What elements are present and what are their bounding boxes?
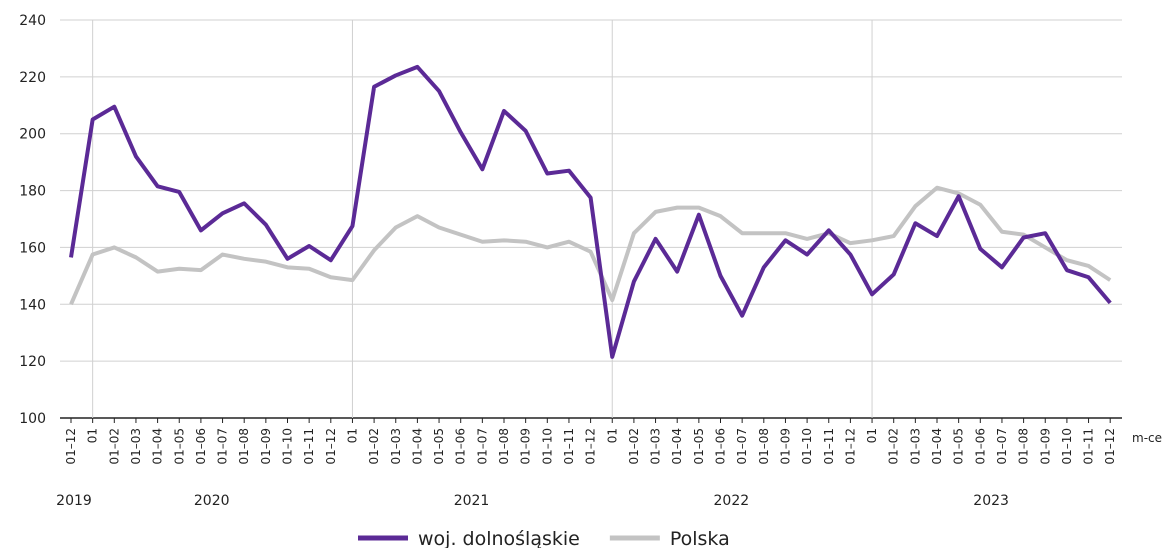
x-tick-label: 01–04	[670, 428, 684, 465]
y-tick-label: 240	[19, 13, 46, 29]
x-tick-label: 01–10	[281, 428, 295, 465]
x-tick-label: 01	[345, 428, 359, 443]
x-tick-label: 01–06	[454, 428, 468, 465]
x-tick-label: 01–12	[584, 428, 598, 465]
x-tick-label: 01–11	[562, 428, 576, 465]
x-tick-label: 01–09	[259, 428, 273, 465]
year-label: 2022	[714, 493, 750, 509]
x-tick-label: 01–03	[908, 428, 922, 465]
x-tick-label: 01–11	[1082, 428, 1096, 465]
legend-label: woj. dolnośląskie	[418, 528, 580, 548]
year-label: 2023	[973, 493, 1009, 509]
x-tick-label: 01–12	[1103, 428, 1117, 465]
x-tick-label: 01	[865, 428, 879, 443]
x-tick-label: 01–02	[627, 428, 641, 465]
x-tick-label: 01–10	[1060, 428, 1074, 465]
x-tick-label: 01–07	[216, 428, 230, 465]
x-tick-label: 01–09	[519, 428, 533, 465]
x-tick-label: 01–09	[778, 428, 792, 465]
y-tick-label: 120	[19, 354, 46, 370]
y-tick-label: 200	[19, 127, 46, 143]
x-tick-label: 01–03	[649, 428, 663, 465]
x-tick-label: 01–05	[692, 428, 706, 465]
x-tick-label: 01–08	[757, 428, 771, 465]
year-label: 2019	[56, 493, 92, 509]
x-tick-label: 01–02	[367, 428, 381, 465]
x-tick-label: 01	[605, 428, 619, 443]
x-tick-label: 01–07	[735, 428, 749, 465]
x-tick-label: 01–06	[714, 428, 728, 465]
x-tick-label: 01–10	[800, 428, 814, 465]
x-tick-label: 01–04	[151, 428, 165, 465]
line	[69, 185, 1112, 306]
x-tick-label: 01–05	[172, 428, 186, 465]
year-label: 2020	[194, 493, 230, 509]
x-tick-label: 01–03	[129, 428, 143, 465]
x-tick-label: 01–09	[1038, 428, 1052, 465]
x-tick-label: 01–05	[952, 428, 966, 465]
x-tick-label: 01–08	[497, 428, 511, 465]
x-tick-label: 01–02	[887, 428, 901, 465]
legend-label: Polska	[670, 528, 730, 548]
x-tick-label: 01–08	[237, 428, 251, 465]
x-tick-label: 01–05	[432, 428, 446, 465]
y-tick-label: 100	[19, 411, 46, 427]
x-tick-label: 01–08	[1017, 428, 1031, 465]
y-tick-label: 140	[19, 297, 46, 313]
y-tick-label: 180	[19, 184, 46, 200]
x-tick-label: 01–12	[64, 428, 78, 465]
y-tick-label: 160	[19, 240, 46, 256]
line	[69, 64, 1112, 359]
x-tick-label: 01–07	[995, 428, 1009, 465]
year-label: 2021	[454, 493, 490, 509]
x-tick-label: 01–02	[107, 428, 121, 465]
x-tick-label: 01–10	[540, 428, 554, 465]
x-unit: m-ce	[1132, 431, 1162, 445]
x-tick-label: 01–11	[302, 428, 316, 465]
x-tick-label: 01–11	[822, 428, 836, 465]
x-tick-label: 01–07	[475, 428, 489, 465]
x-tick-label: 01–06	[973, 428, 987, 465]
x-tick-label: 01	[86, 428, 100, 443]
x-tick-label: 01–04	[410, 428, 424, 465]
x-tick-label: 01–12	[324, 428, 338, 465]
y-tick-label: 220	[19, 70, 46, 86]
x-tick-label: 01–04	[930, 428, 944, 465]
x-tick-label: 01–06	[194, 428, 208, 465]
x-tick-label: 01–03	[389, 428, 403, 465]
x-tick-label: 01–12	[843, 428, 857, 465]
